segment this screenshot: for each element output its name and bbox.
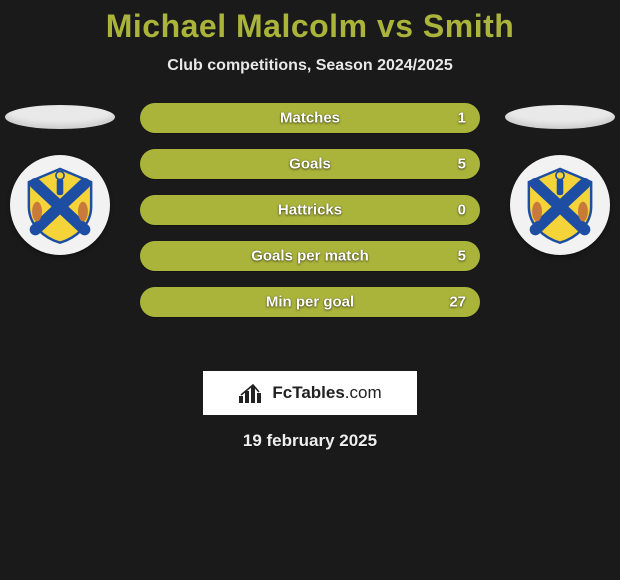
- comparison-card: Michael Malcolm vs Smith Club competitio…: [0, 0, 620, 451]
- stat-label: Hattricks: [278, 202, 342, 219]
- stat-label: Goals: [289, 156, 331, 173]
- brand-suffix: .com: [345, 383, 382, 402]
- comparison-arena: Matches 1 Goals 5 Hattricks 0 Goals per …: [0, 103, 620, 363]
- player-right-column: [500, 103, 620, 255]
- stat-label: Goals per match: [251, 248, 369, 265]
- stat-bar: Matches 1: [140, 103, 480, 133]
- date-stamp: 19 february 2025: [0, 431, 620, 451]
- crest-right-icon: [519, 164, 601, 246]
- stat-value-right: 5: [458, 156, 466, 173]
- brand-text: FcTables.com: [272, 383, 381, 403]
- platform-right: [505, 105, 615, 129]
- stat-value-right: 1: [458, 110, 466, 127]
- stat-bar: Goals 5: [140, 149, 480, 179]
- brand-bars-icon: [238, 382, 266, 404]
- crest-left-icon: [19, 164, 101, 246]
- stat-label: Matches: [280, 110, 340, 127]
- stat-value-right: 0: [458, 202, 466, 219]
- stat-bar: Hattricks 0: [140, 195, 480, 225]
- stat-bar: Min per goal 27: [140, 287, 480, 317]
- stat-bars: Matches 1 Goals 5 Hattricks 0 Goals per …: [140, 103, 480, 333]
- brand-badge: FcTables.com: [203, 371, 417, 415]
- stat-bar: Goals per match 5: [140, 241, 480, 271]
- page-title: Michael Malcolm vs Smith: [0, 8, 620, 45]
- brand-strong: FcTables: [272, 383, 344, 402]
- platform-left: [5, 105, 115, 129]
- stat-value-right: 5: [458, 248, 466, 265]
- club-crest-right: [510, 155, 610, 255]
- player-left-column: [0, 103, 120, 255]
- stat-value-right: 27: [449, 294, 466, 311]
- club-crest-left: [10, 155, 110, 255]
- page-subtitle: Club competitions, Season 2024/2025: [0, 57, 620, 75]
- stat-label: Min per goal: [266, 294, 354, 311]
